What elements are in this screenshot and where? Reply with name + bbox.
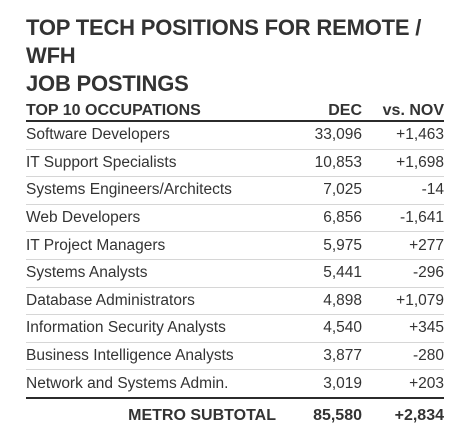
occupation-cell: Software Developers	[26, 126, 170, 144]
nov-cell: -1,641	[400, 209, 444, 227]
dec-cell: 5,441	[323, 264, 362, 282]
subtotal-label: METRO SUBTOTAL	[128, 406, 276, 424]
table-row: IT Project Managers 5,975 +277	[26, 232, 444, 260]
occupation-cell: Systems Engineers/Architects	[26, 181, 232, 199]
table-body: Software Developers 33,096 +1,463 IT Suppor…	[26, 122, 444, 399]
table-row: Software Developers 33,096 +1,463	[26, 122, 444, 150]
table-row: Information Security Analysts 4,540 +345	[26, 315, 444, 343]
nov-cell: -296	[412, 264, 444, 282]
nov-cell: +203	[409, 374, 444, 392]
table-header: TOP 10 OCCUPATIONS DEC vs. NOV	[26, 92, 444, 122]
occupation-cell: Database Administrators	[26, 291, 195, 309]
nov-cell: -280	[412, 347, 444, 365]
occupation-cell: IT Project Managers	[26, 236, 166, 254]
table-row: Web Developers 6,856 -1,641	[26, 205, 444, 233]
subtotal-nov: +2,834	[394, 406, 444, 424]
dec-cell: 4,898	[323, 291, 362, 309]
dec-cell: 5,975	[323, 236, 362, 254]
occupation-cell: Systems Analysts	[26, 264, 148, 282]
nov-cell: +1,079	[396, 291, 444, 309]
occupation-cell: IT Support Specialists	[26, 153, 177, 171]
header-dec: DEC	[328, 102, 362, 119]
table-row: IT Support Specialists 10,853 +1,698	[26, 150, 444, 178]
table-row: Systems Analysts 5,441 -296	[26, 260, 444, 288]
occupations-table: TOP 10 OCCUPATIONS DEC vs. NOV Software …	[26, 92, 444, 433]
occupation-cell: Business Intelligence Analysts	[26, 347, 234, 365]
table-row: Database Administrators 4,898 +1,079	[26, 288, 444, 316]
occupation-cell: Information Security Analysts	[26, 319, 226, 337]
nov-cell: +277	[409, 236, 444, 254]
table-row: Systems Engineers/Architects 7,025 -14	[26, 177, 444, 205]
page-title: TOP TECH POSITIONS FOR REMOTE / WFH JOB …	[26, 15, 422, 96]
occupation-cell: Web Developers	[26, 209, 141, 227]
nov-cell: +345	[409, 319, 444, 337]
nov-cell: -14	[421, 181, 444, 199]
dec-cell: 3,877	[323, 347, 362, 365]
subtotal-dec: 85,580	[313, 406, 362, 424]
dec-cell: 33,096	[314, 126, 362, 144]
dec-cell: 4,540	[323, 319, 362, 337]
dec-cell: 6,856	[323, 209, 362, 227]
dec-cell: 7,025	[323, 181, 362, 199]
occupation-cell: Network and Systems Admin.	[26, 374, 229, 392]
subtotal-row: METRO SUBTOTAL 85,580 +2,834	[26, 399, 444, 433]
dec-cell: 3,019	[323, 374, 362, 392]
table-row: Network and Systems Admin. 3,019 +203	[26, 370, 444, 399]
header-occupation: TOP 10 OCCUPATIONS	[26, 102, 201, 119]
dec-cell: 10,853	[314, 153, 362, 171]
table-row: Business Intelligence Analysts 3,877 -280	[26, 343, 444, 371]
nov-cell: +1,463	[396, 126, 444, 144]
nov-cell: +1,698	[396, 153, 444, 171]
header-nov: vs. NOV	[382, 102, 444, 119]
